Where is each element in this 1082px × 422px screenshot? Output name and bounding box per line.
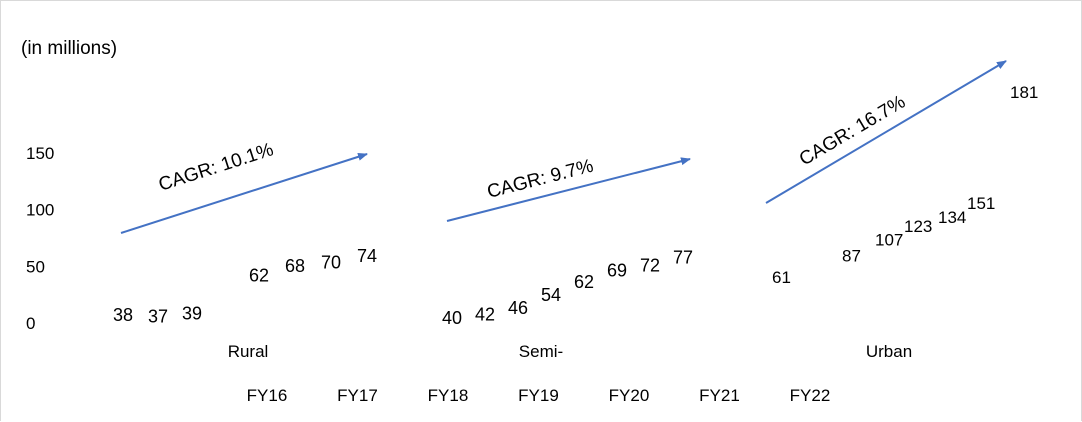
y-tick-label: 0: [26, 314, 35, 333]
cagr-arrow: [765, 60, 1007, 204]
y-tick-label: 50: [26, 257, 45, 276]
value-label: 39: [182, 303, 202, 323]
value-label: 46: [508, 298, 528, 318]
value-label: 77: [673, 247, 693, 267]
cagr-label: CAGR: 16.7%: [796, 91, 909, 170]
value-label: 61: [772, 268, 791, 287]
category-label: Urban: [866, 342, 912, 361]
cagr-arrow: [120, 152, 368, 234]
year-label: FY16: [247, 386, 288, 405]
year-label: FY22: [790, 386, 831, 405]
value-label: 62: [249, 266, 269, 286]
value-label: 107: [875, 230, 903, 249]
cagr-label: CAGR: 9.7%: [485, 156, 596, 203]
value-label: 181: [1010, 83, 1038, 102]
value-group: 38 37 39 62 68 70 74 CAGR: 10.1%: [113, 139, 377, 326]
year-label: FY19: [518, 386, 559, 405]
year-labels: FY16 FY17 FY18 FY19 FY20 FY21 FY22: [247, 386, 831, 405]
unit-label: (in millions): [21, 38, 117, 59]
y-axis: 150 100 50 0: [26, 144, 54, 333]
value-label: 74: [357, 246, 377, 266]
value-group: 40 42 46 54 62 69 72 77 CAGR: 9.7%: [442, 156, 693, 328]
value-label: 70: [321, 253, 341, 273]
value-label: 123: [904, 217, 932, 236]
category-labels: Rural Semi- Urban: [228, 342, 912, 361]
value-label: 62: [574, 272, 594, 292]
value-label: 54: [541, 285, 561, 305]
value-label: 72: [640, 256, 660, 276]
category-label: Rural: [228, 342, 269, 361]
value-label: 87: [842, 247, 861, 266]
year-label: FY21: [699, 386, 740, 405]
year-label: FY17: [337, 386, 378, 405]
value-groups: 38 37 39 62 68 70 74 CAGR: 10.1% 40 42 46 54 62 69 72 7…: [113, 60, 1038, 328]
y-tick-label: 100: [26, 201, 54, 220]
value-label: 38: [113, 305, 133, 325]
cagr-arrow: [446, 157, 691, 222]
value-label: 134: [938, 208, 966, 227]
value-label: 68: [285, 256, 305, 276]
value-label: 69: [607, 260, 627, 280]
value-label: 151: [967, 194, 995, 213]
year-label: FY20: [609, 386, 650, 405]
value-label: 40: [442, 308, 462, 328]
value-label: 42: [475, 305, 495, 325]
y-tick-label: 150: [26, 144, 54, 163]
value-label: 37: [148, 307, 168, 327]
year-label: FY18: [428, 386, 469, 405]
cagr-label: CAGR: 10.1%: [156, 139, 276, 196]
category-label: Semi-: [519, 342, 563, 361]
